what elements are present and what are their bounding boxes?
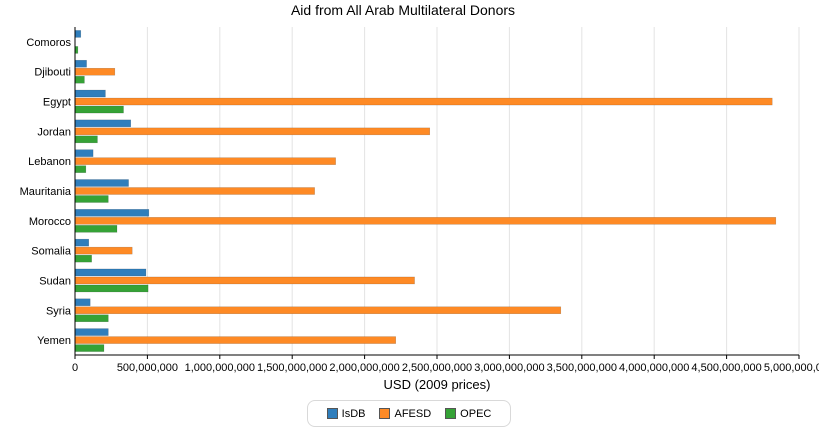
category-label: Lebanon bbox=[28, 156, 71, 168]
bar-opec-sudan[interactable] bbox=[74, 284, 149, 293]
bar-isdb-lebanon[interactable] bbox=[74, 149, 94, 157]
bar-afesd-lebanon[interactable] bbox=[74, 157, 336, 165]
bar-isdb-egypt[interactable] bbox=[74, 89, 106, 98]
bar-opec-morocco[interactable] bbox=[74, 225, 118, 233]
bar-isdb-sudan[interactable] bbox=[74, 268, 147, 277]
category-label: Yemen bbox=[37, 335, 71, 347]
bar-isdb-comoros[interactable] bbox=[74, 30, 82, 38]
category-label: Egypt bbox=[43, 97, 71, 109]
x-tick-label: 1,000,000,000 bbox=[185, 362, 255, 374]
category-label: Syria bbox=[46, 305, 72, 317]
category-label: Djibouti bbox=[34, 67, 71, 79]
bar-afesd-somalia[interactable] bbox=[74, 246, 133, 255]
category-label: Comoros bbox=[26, 37, 71, 49]
x-tick-label: 500,000,000 bbox=[117, 362, 178, 374]
legend: IsDB AFESD OPEC bbox=[307, 400, 511, 427]
category-label: Sudan bbox=[39, 275, 71, 287]
bar-isdb-morocco[interactable] bbox=[74, 209, 150, 217]
chart-title: Aid from All Arab Multilateral Donors bbox=[291, 2, 515, 18]
bar-afesd-jordan[interactable] bbox=[74, 127, 431, 136]
category-label: Morocco bbox=[29, 216, 71, 228]
category-label: Somalia bbox=[31, 246, 72, 258]
bar-afesd-djibouti[interactable] bbox=[74, 67, 116, 76]
bar-afesd-syria[interactable] bbox=[74, 306, 562, 315]
legend-item-opec[interactable]: OPEC bbox=[445, 408, 491, 420]
bar-afesd-yemen[interactable] bbox=[74, 336, 396, 344]
bar-isdb-djibouti[interactable] bbox=[74, 59, 87, 68]
bar-afesd-mauritania[interactable] bbox=[74, 187, 315, 195]
bar-isdb-yemen[interactable] bbox=[74, 328, 109, 336]
bar-opec-yemen[interactable] bbox=[74, 344, 105, 352]
bar-opec-somalia[interactable] bbox=[74, 254, 92, 263]
bar-opec-mauritania[interactable] bbox=[74, 195, 109, 203]
x-tick-label: 4,500,000,000 bbox=[691, 362, 761, 374]
legend-item-afesd[interactable]: AFESD bbox=[379, 408, 431, 420]
bar-isdb-syria[interactable] bbox=[74, 298, 91, 307]
bar-opec-syria[interactable] bbox=[74, 314, 109, 323]
bar-isdb-somalia[interactable] bbox=[74, 238, 90, 247]
bar-opec-djibouti[interactable] bbox=[74, 75, 85, 84]
x-tick-label: 1,500,000,000 bbox=[257, 362, 327, 374]
legend-label-isdb: IsDB bbox=[341, 407, 366, 420]
legend-label-opec: OPEC bbox=[460, 407, 492, 420]
bar-afesd-morocco[interactable] bbox=[74, 217, 777, 225]
category-label: Mauritania bbox=[20, 186, 72, 198]
category-labels: Comoros Djibouti Egypt Jordan Lebanon Maurita… bbox=[20, 37, 72, 347]
x-tick-label: 3,500,000,000 bbox=[547, 362, 617, 374]
x-tick-label: 0 bbox=[72, 362, 78, 374]
bar-opec-egypt[interactable] bbox=[74, 105, 124, 114]
legend-swatch-opec bbox=[445, 408, 457, 419]
bar-opec-jordan[interactable] bbox=[74, 135, 98, 144]
legend-label-afesd: AFESD bbox=[394, 407, 432, 420]
x-axis-label: USD (2009 prices) bbox=[384, 377, 491, 392]
bar-isdb-jordan[interactable] bbox=[74, 119, 131, 128]
legend-swatch-afesd bbox=[379, 408, 391, 419]
legend-swatch-isdb bbox=[326, 408, 338, 419]
bar-isdb-mauritania[interactable] bbox=[74, 179, 129, 187]
legend-item-isdb[interactable]: IsDB bbox=[326, 407, 366, 420]
bar-afesd-egypt[interactable] bbox=[74, 97, 773, 106]
bar-opec-lebanon[interactable] bbox=[74, 165, 87, 173]
x-tick-labels: 0 500,000,000 1,000,000,000 1,500,000,000 2,… bbox=[72, 362, 819, 374]
category-label: Jordan bbox=[37, 126, 71, 138]
axes bbox=[74, 27, 799, 356]
x-tick-label: 3,000,000,000 bbox=[474, 362, 544, 374]
x-tick-label: 2,500,000,000 bbox=[402, 362, 472, 374]
x-tick-label: 2,000,000,000 bbox=[329, 362, 399, 374]
x-tick-label: 4,000,000,000 bbox=[619, 362, 689, 374]
bar-afesd-sudan[interactable] bbox=[74, 276, 415, 285]
x-tick-label: 5,000,000,000 bbox=[764, 362, 819, 374]
bars bbox=[74, 30, 777, 352]
